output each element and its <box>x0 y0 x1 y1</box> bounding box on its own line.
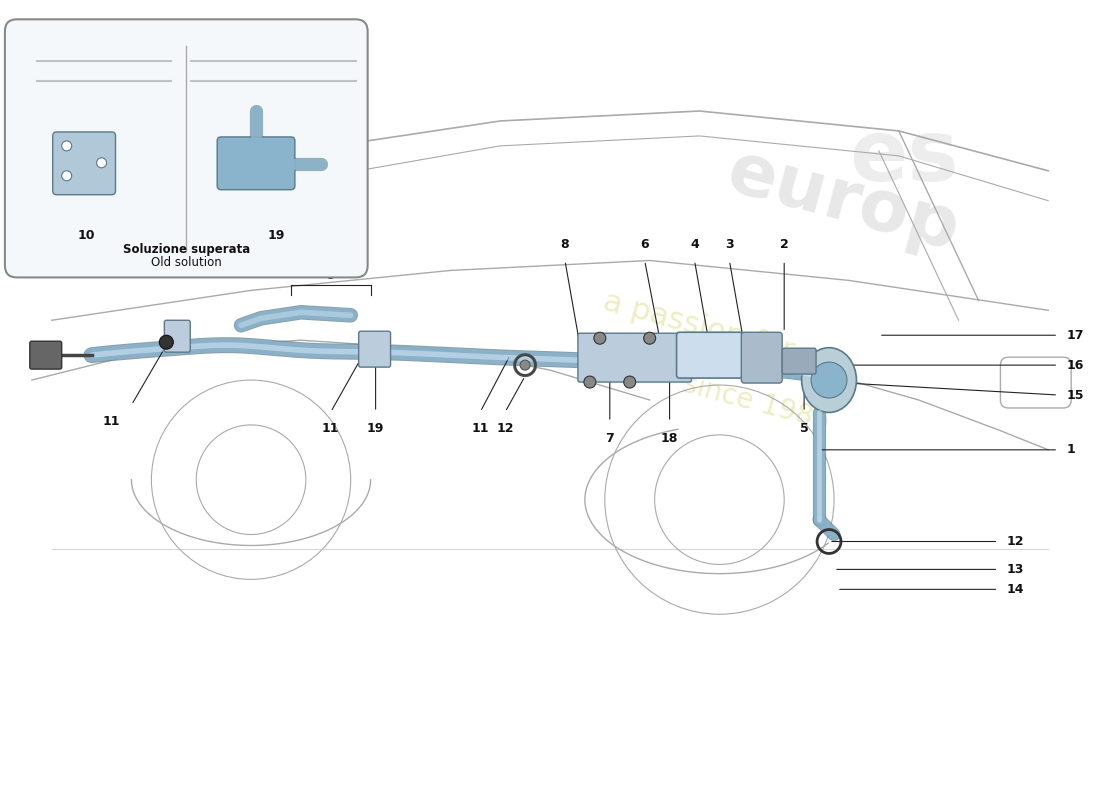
Text: 14: 14 <box>1006 583 1024 596</box>
Text: 7: 7 <box>605 432 614 445</box>
FancyBboxPatch shape <box>30 342 62 369</box>
Text: 19: 19 <box>267 229 285 242</box>
Text: 11: 11 <box>102 415 120 428</box>
Ellipse shape <box>802 348 857 413</box>
Text: 8: 8 <box>561 238 570 250</box>
FancyBboxPatch shape <box>741 332 782 383</box>
Text: Old solution: Old solution <box>151 255 221 269</box>
Text: 3: 3 <box>725 238 734 250</box>
Text: 11: 11 <box>322 422 340 435</box>
Circle shape <box>160 335 174 349</box>
Text: 18: 18 <box>661 432 679 445</box>
Text: 16: 16 <box>1066 358 1083 372</box>
FancyBboxPatch shape <box>4 19 367 278</box>
Text: since 1985: since 1985 <box>680 370 834 436</box>
Text: 12: 12 <box>496 422 514 435</box>
FancyBboxPatch shape <box>578 334 692 382</box>
FancyBboxPatch shape <box>217 137 295 190</box>
Text: 8: 8 <box>327 258 336 270</box>
Text: 6: 6 <box>640 238 649 250</box>
Circle shape <box>62 170 72 181</box>
Text: 4: 4 <box>690 238 698 250</box>
Text: a passion for: a passion for <box>600 287 798 366</box>
Text: europ: europ <box>719 138 967 266</box>
Text: 9: 9 <box>327 270 336 282</box>
Circle shape <box>644 332 656 344</box>
Text: 15: 15 <box>1066 389 1083 402</box>
Text: Soluzione superata: Soluzione superata <box>122 242 250 255</box>
Text: es: es <box>849 116 959 198</box>
Text: 11: 11 <box>472 422 490 435</box>
Text: 17: 17 <box>1066 329 1083 342</box>
FancyBboxPatch shape <box>359 331 390 367</box>
FancyBboxPatch shape <box>53 132 116 194</box>
FancyBboxPatch shape <box>164 320 190 352</box>
FancyBboxPatch shape <box>782 348 816 374</box>
Circle shape <box>97 158 107 168</box>
Text: 5: 5 <box>800 422 808 435</box>
Text: 19: 19 <box>367 422 384 435</box>
Circle shape <box>62 141 72 151</box>
FancyBboxPatch shape <box>676 332 742 378</box>
Text: 2: 2 <box>780 238 789 250</box>
Circle shape <box>520 360 530 370</box>
Text: 10: 10 <box>78 229 96 242</box>
Circle shape <box>811 362 847 398</box>
Text: 13: 13 <box>1006 563 1024 576</box>
Circle shape <box>584 376 596 388</box>
Circle shape <box>594 332 606 344</box>
Text: 1: 1 <box>1066 443 1075 456</box>
Circle shape <box>624 376 636 388</box>
Text: 12: 12 <box>1006 535 1024 548</box>
